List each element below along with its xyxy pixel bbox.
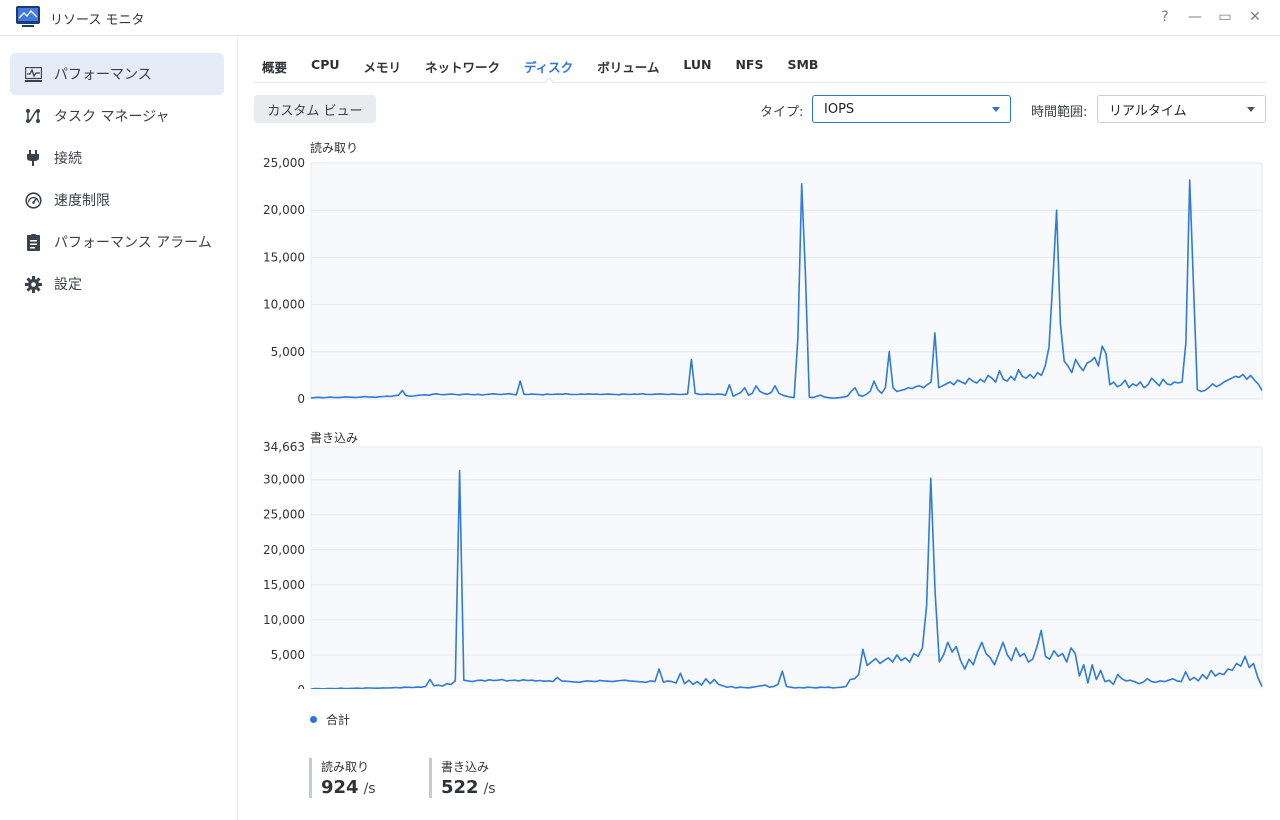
write-chart-series-line (310, 469, 1263, 689)
time-range-select-value: リアルタイム (1109, 103, 1187, 119)
sidebar-item-label: 接続 (54, 151, 82, 167)
type-select-value: IOPS (824, 101, 855, 117)
sidebar: パフォーマンス タスク マネージャ 接続 速度制限 パフォーマンス アラーム 設… (0, 37, 238, 820)
time-range-label: 時間範囲: (1031, 105, 1088, 120)
legend-label: 合計 (326, 713, 351, 727)
chart-legend[interactable]: 合計 (310, 711, 350, 728)
write-stat-label: 書き込み (441, 760, 490, 774)
sidebar-item-performance[interactable]: パフォーマンス (10, 53, 224, 95)
read-stat-label: 読み取り (321, 760, 370, 774)
tab-disk[interactable]: ディスク (524, 53, 573, 84)
sidebar-item-speed-limit[interactable]: 速度制限 (10, 179, 224, 221)
chevron-down-icon (992, 107, 1000, 112)
write-chart-y-tick-label: 20,000 (263, 543, 305, 557)
sidebar-item-label: タスク マネージャ (54, 109, 170, 125)
read-chart-y-tick-label: 25,000 (263, 157, 305, 170)
main-panel: 概要 CPU メモリ ネットワーク ディスク ボリューム LUN NFS SMB… (254, 37, 1266, 820)
read-stat-unit: /s (363, 781, 376, 797)
sidebar-item-task-manager[interactable]: タスク マネージャ (10, 95, 224, 137)
tab-smb[interactable]: SMB (787, 57, 819, 72)
gear-icon (24, 275, 42, 293)
close-button[interactable]: ✕ (1249, 9, 1261, 25)
tab-cpu[interactable]: CPU (311, 57, 340, 72)
type-select[interactable]: IOPS (812, 95, 1011, 123)
time-range-select[interactable]: リアルタイム (1097, 95, 1266, 123)
read-iops-chart: 25,000 20,000 15,000 10,000 5,000 0 (263, 157, 1263, 406)
write-chart-y-tick-label: 34,663 (263, 440, 305, 454)
tab-bar: 概要 CPU メモリ ネットワーク ディスク ボリューム LUN NFS SMB (254, 53, 1266, 84)
read-stat-value: 924 (321, 777, 359, 798)
sidebar-item-label: 速度制限 (54, 193, 110, 209)
sidebar-item-settings[interactable]: 設定 (10, 263, 224, 305)
legend-dot (310, 716, 317, 723)
chevron-down-icon (1247, 107, 1255, 112)
tab-volume[interactable]: ボリューム (597, 60, 660, 75)
write-chart-y-tick-label: 5,000 (271, 648, 305, 662)
read-chart-y-tick-label: 0 (297, 392, 305, 406)
tab-lun[interactable]: LUN (683, 57, 712, 72)
read-chart-plot-area (310, 162, 1263, 400)
read-chart-series-line (310, 179, 1263, 399)
type-label: タイプ: (760, 105, 804, 120)
tab-nfs[interactable]: NFS (735, 57, 764, 72)
title-bar: リソース モニタ ? — ▭ ✕ (0, 0, 1280, 36)
tab-network[interactable]: ネットワーク (425, 60, 501, 75)
clipboard-icon (24, 233, 42, 251)
write-stat-unit: /s (483, 781, 496, 797)
write-chart-plot-area (310, 446, 1263, 689)
sidebar-item-label: パフォーマンス (54, 67, 152, 83)
task-manager-icon (24, 107, 42, 125)
sidebar-item-label: 設定 (54, 277, 82, 293)
performance-chart-icon (24, 65, 42, 83)
read-chart-y-tick-label: 15,000 (263, 250, 305, 264)
custom-view-button[interactable]: カスタム ビュー (254, 95, 376, 123)
minimize-button[interactable]: — (1188, 9, 1202, 25)
sidebar-item-performance-alarm[interactable]: パフォーマンス アラーム (10, 221, 224, 263)
resource-monitor-app-icon (16, 6, 40, 28)
write-chart-title: 書き込み (310, 431, 359, 445)
help-button[interactable]: ? (1161, 9, 1169, 25)
write-chart-y-tick-label: 15,000 (263, 578, 305, 592)
write-chart-y-tick-label: 30,000 (263, 473, 305, 487)
write-stat-value: 522 (441, 777, 479, 798)
write-chart-y-tick-label: 25,000 (263, 508, 305, 522)
maximize-button[interactable]: ▭ (1218, 9, 1232, 25)
window-title: リソース モニタ (50, 13, 145, 28)
write-iops-chart: 34,663 30,000 25,000 20,000 15,000 10,000 5,00… (263, 440, 1263, 689)
tab-memory[interactable]: メモリ (363, 60, 402, 75)
tab-overview[interactable]: 概要 (262, 60, 288, 75)
read-chart-y-tick-label: 10,000 (263, 298, 305, 312)
read-chart-y-tick-label: 20,000 (263, 203, 305, 217)
write-chart-y-tick-label: 0 (297, 683, 305, 689)
sidebar-item-connections[interactable]: 接続 (10, 137, 224, 179)
plug-icon (24, 149, 42, 167)
read-stat: 読み取り 924/s (309, 758, 376, 798)
speedometer-icon (24, 191, 42, 209)
write-stat: 書き込み 522/s (429, 758, 496, 798)
read-chart-y-tick-label: 5,000 (271, 345, 305, 359)
read-chart-title: 読み取り (310, 141, 359, 155)
sidebar-item-label: パフォーマンス アラーム (54, 235, 212, 251)
write-chart-y-tick-label: 10,000 (263, 613, 305, 627)
